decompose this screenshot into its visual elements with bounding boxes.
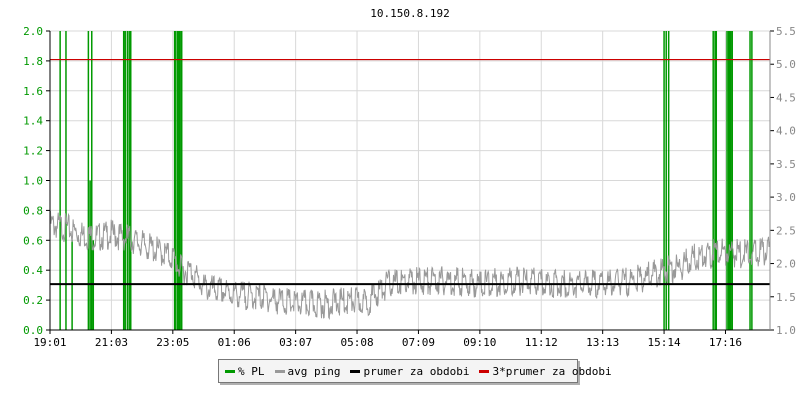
legend-swatch-prumer [350, 369, 361, 373]
y-right-tick-label: 3.0 [776, 191, 796, 204]
y-left-tick-label: 1.6 [23, 85, 43, 98]
x-tick-label: 09:10 [463, 336, 496, 349]
x-tick-label: 21:03 [95, 336, 128, 349]
y-right-tick-label: 4.5 [776, 91, 796, 104]
legend-label-3x-prumer: 3*prumer za obdobi [492, 364, 612, 378]
x-tick-label: 03:07 [279, 336, 312, 349]
y-left-tick-label: 0.4 [23, 264, 43, 277]
legend-item-avg-ping: avg ping [274, 364, 341, 378]
legend-label-prumer: prumer za obdobi [363, 364, 470, 378]
y-right-tick-label: 3.5 [776, 158, 796, 171]
y-left-tick-label: 0.6 [23, 234, 43, 247]
series-layer [49, 31, 771, 330]
y-left-tick-label: 0.0 [23, 324, 43, 337]
legend: % PL avg ping prumer za obdobi 3*prumer … [218, 359, 612, 383]
y-left-tick-label: 1.4 [23, 115, 43, 128]
y-right-tick-label: 2.0 [776, 258, 796, 271]
x-tick-label: 01:06 [218, 336, 251, 349]
y-left-tick-label: 0.8 [23, 204, 43, 217]
x-tick-label: 19:01 [33, 336, 66, 349]
y-right-tick-label: 5.5 [776, 25, 796, 38]
x-tick-label: 11:12 [525, 336, 558, 349]
y-left-tick-label: 1.0 [23, 175, 43, 188]
legend-item-pl: % PL [225, 365, 265, 378]
legend-swatch-pl [225, 369, 235, 373]
legend-label-avg-ping: avg ping [287, 364, 341, 378]
legend-item-prumer: prumer za obdobi [350, 365, 469, 378]
y-right-tick-label: 5.0 [776, 58, 796, 71]
y-right-tick-label: 4.0 [776, 125, 796, 138]
x-tick-label: 13:13 [586, 336, 619, 349]
y-right-tick-label: 1.5 [776, 291, 796, 304]
y-right-tick-label: 2.5 [776, 224, 796, 237]
legend-swatch-3x-prumer [479, 369, 490, 373]
series-avg-ping-line [49, 210, 771, 320]
grid-layer [49, 30, 771, 331]
legend-label-pl: % PL [238, 364, 265, 378]
x-tick-label: 07:09 [402, 336, 435, 349]
legend-swatch-avg-ping [274, 369, 285, 373]
y-left-tick-label: 1.2 [23, 145, 43, 158]
legend-item-3x-prumer: 3*prumer za obdobi [479, 364, 612, 378]
x-tick-label: 23:05 [156, 336, 189, 349]
chart-title: 10.150.8.192 [370, 7, 449, 20]
y-right-tick-label: 1.0 [776, 324, 796, 337]
x-tick-label: 15:14 [648, 336, 681, 349]
y-left-tick-label: 0.2 [23, 294, 43, 307]
x-tick-label: 05:08 [340, 336, 373, 349]
y-left-tick-label: 1.8 [23, 55, 43, 68]
axis-layer: 0.0 0.2 0.4 0.6 0.8 1.0 1.2 1.4 1.6 1.8 2.0 1.0 1.5 2… [23, 25, 796, 349]
x-tick-label: 17:16 [709, 336, 742, 349]
y-left-tick-label: 2.0 [23, 25, 43, 38]
